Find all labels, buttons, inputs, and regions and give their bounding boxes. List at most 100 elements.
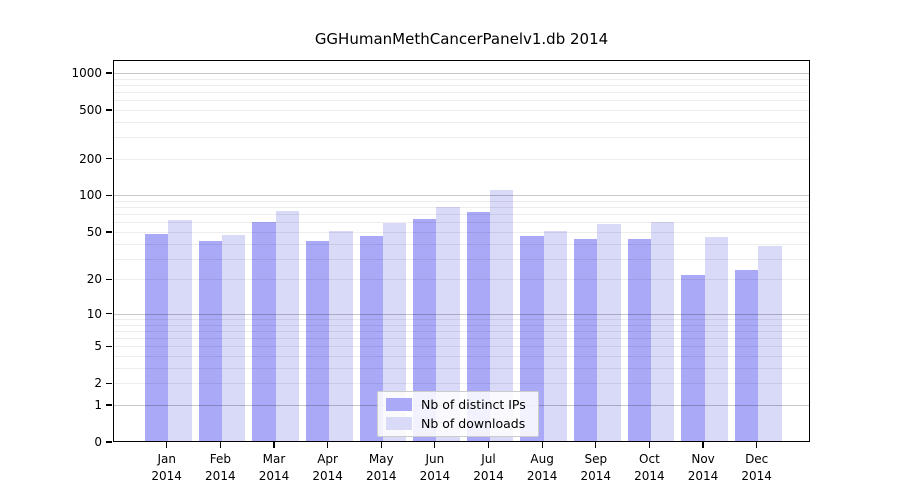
- legend-item-distinct-ips: Nb of distinct IPs: [386, 397, 526, 412]
- bar-downloads-nov: [704, 237, 728, 442]
- legend-swatch-distinct-ips-icon: [386, 398, 412, 411]
- y-axis-label-20: 20: [86, 272, 102, 287]
- y-axis-label-500: 500: [79, 102, 102, 117]
- gridline-20: [113, 279, 810, 281]
- x-axis-label-jan: Jan 2014: [151, 452, 182, 483]
- y-axis-label-5: 5: [94, 339, 102, 354]
- gridline-8: [113, 324, 810, 326]
- legend: Nb of distinct IPs Nb of downloads: [377, 391, 539, 437]
- bar-distinct-ips-may: [359, 236, 383, 442]
- x-axis-tick-apr: [327, 442, 329, 448]
- gridline-700: [113, 91, 810, 93]
- bar-downloads-feb: [221, 235, 246, 442]
- x-axis-tick-aug: [541, 442, 543, 448]
- bar-distinct-ips-nov: [681, 274, 705, 442]
- bar-downloads-oct: [651, 222, 675, 442]
- legend-swatch-downloads-icon: [386, 417, 412, 430]
- y-axis-tick-0: [106, 441, 112, 443]
- bar-downloads-jan: [168, 219, 192, 442]
- bar-distinct-ips-dec: [735, 270, 759, 442]
- x-axis-label-jun: Jun 2014: [419, 452, 451, 483]
- gridline-7: [113, 330, 810, 332]
- x-axis-tick-jun: [434, 442, 436, 448]
- gridline-100: [113, 195, 810, 197]
- gridline-9: [113, 319, 810, 320]
- x-axis-tick-sep: [595, 442, 597, 448]
- gridline-500: [113, 109, 810, 111]
- bar-downloads-may: [382, 223, 407, 442]
- bar-distinct-ips-oct: [627, 238, 652, 442]
- x-axis-label-aug: Aug 2014: [526, 452, 558, 483]
- bar-distinct-ips-mar: [252, 222, 276, 442]
- gridline-600: [113, 100, 810, 102]
- bar-distinct-ips-apr: [305, 241, 330, 442]
- gridline-800: [113, 84, 810, 86]
- legend-item-downloads: Nb of downloads: [386, 416, 526, 431]
- x-axis-label-nov: Nov 2014: [687, 452, 719, 483]
- bar-downloads-apr: [329, 230, 353, 442]
- bar-distinct-ips-jun: [413, 219, 437, 442]
- x-axis-label-may: May 2014: [365, 452, 397, 483]
- y-axis-tick-2: [106, 382, 112, 384]
- x-axis-label-sep: Sep 2014: [580, 452, 612, 483]
- x-axis-tick-may: [380, 442, 382, 448]
- y-axis-tick-200: [106, 158, 112, 160]
- bar-downloads-mar: [275, 210, 299, 442]
- gridline-400: [113, 121, 810, 123]
- y-axis-tick-20: [106, 278, 112, 280]
- bar-downloads-jul: [490, 190, 514, 442]
- gridline-5: [113, 346, 810, 348]
- gridline-40: [113, 243, 810, 245]
- y-axis-tick-50: [106, 231, 112, 233]
- x-axis-tick-jan: [166, 442, 168, 448]
- bar-distinct-ips-aug: [520, 236, 544, 442]
- gridline-70: [113, 214, 810, 216]
- x-axis-label-dec: Dec 2014: [741, 452, 772, 483]
- x-axis-label-oct: Oct 2014: [634, 452, 665, 483]
- x-axis-tick-mar: [273, 442, 275, 448]
- bar-distinct-ips-jan: [145, 234, 169, 442]
- bar-downloads-sep: [597, 224, 621, 442]
- plot-area: [113, 60, 810, 442]
- y-axis-label-200: 200: [79, 151, 102, 166]
- x-axis-label-mar: Mar 2014: [258, 452, 290, 483]
- y-axis-tick-1000: [106, 72, 112, 74]
- y-axis-label-0: 0: [94, 435, 102, 449]
- y-axis-label-100: 100: [79, 188, 102, 203]
- gridline-200: [113, 158, 810, 160]
- x-axis-label-apr: Apr 2014: [312, 452, 343, 483]
- gridline-1000: [113, 72, 810, 74]
- y-axis-tick-5: [106, 345, 112, 347]
- gridline-6: [113, 338, 810, 340]
- x-axis-tick-dec: [756, 442, 758, 448]
- gridline-3: [113, 367, 810, 369]
- gridline-4: [113, 356, 810, 358]
- y-axis-label-1000: 1000: [71, 65, 102, 80]
- gridline-80: [113, 207, 810, 209]
- bar-distinct-ips-jul: [466, 212, 491, 442]
- y-axis-label-50: 50: [86, 224, 102, 239]
- y-axis-label-1: 1: [94, 397, 102, 412]
- gridline-2: [113, 383, 810, 385]
- bar-distinct-ips-sep: [574, 238, 598, 442]
- x-axis-label-feb: Feb 2014: [205, 452, 236, 483]
- x-axis-tick-nov: [702, 442, 704, 448]
- y-axis-tick-100: [106, 194, 112, 197]
- bar-downloads-aug: [543, 230, 568, 442]
- bar-distinct-ips-feb: [198, 241, 222, 442]
- gridline-60: [113, 222, 810, 224]
- bar-downloads-dec: [758, 246, 782, 442]
- x-axis-tick-feb: [219, 442, 221, 448]
- legend-label-downloads: Nb of downloads: [421, 416, 526, 431]
- y-axis-tick-1: [106, 404, 112, 406]
- y-axis-tick-10: [106, 313, 112, 315]
- y-axis-label-10: 10: [86, 306, 102, 321]
- y-axis-label-2: 2: [94, 376, 102, 391]
- x-axis-label-jul: Jul 2014: [473, 452, 504, 483]
- gridline-900: [113, 78, 810, 80]
- y-axis-tick-500: [106, 109, 112, 111]
- gridline-30: [113, 258, 810, 260]
- x-axis-tick-jul: [487, 442, 490, 448]
- legend-label-distinct-ips: Nb of distinct IPs: [421, 397, 526, 412]
